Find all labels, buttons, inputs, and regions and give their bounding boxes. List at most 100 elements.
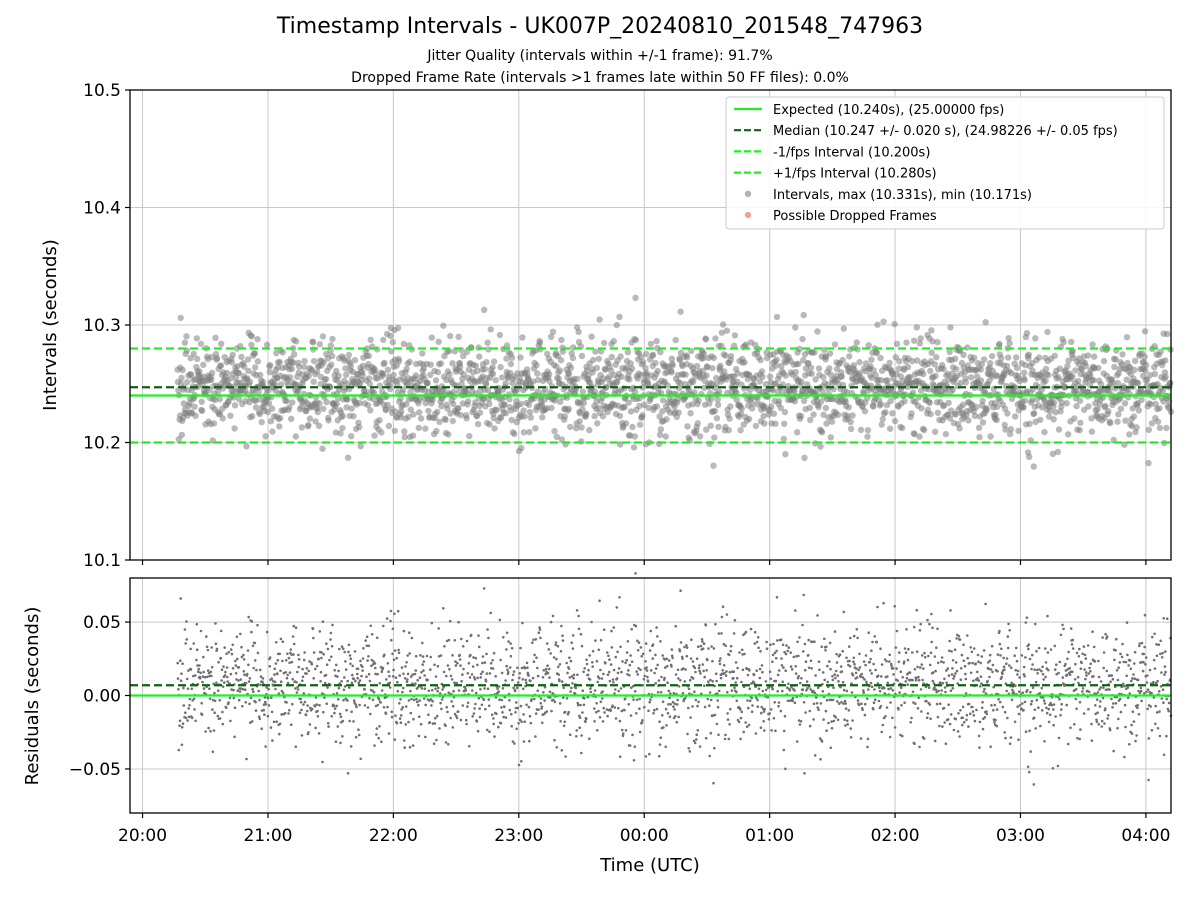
- interval-point: [198, 407, 206, 414]
- residual-point: [998, 642, 1002, 646]
- residual-point: [615, 677, 619, 680]
- residual-point: [399, 721, 403, 724]
- residual-point: [1034, 680, 1038, 684]
- interval-point: [806, 404, 813, 412]
- residual-point: [541, 676, 545, 679]
- residual-point: [617, 689, 620, 693]
- residual-point: [656, 663, 659, 667]
- residual-point: [488, 672, 492, 675]
- residual-point: [538, 628, 542, 631]
- residual-point: [743, 652, 746, 656]
- interval-point: [1159, 387, 1167, 395]
- residual-point: [845, 656, 848, 660]
- residual-point: [551, 614, 555, 618]
- residual-point: [406, 672, 410, 676]
- residual-point: [387, 732, 391, 735]
- residual-point: [322, 653, 326, 656]
- residual-point: [216, 714, 220, 718]
- residual-point: [958, 638, 962, 641]
- interval-point: [1026, 420, 1033, 427]
- residual-point: [1060, 708, 1063, 711]
- residual-point: [535, 656, 538, 659]
- interval-point: [782, 372, 789, 379]
- residual-point: [859, 737, 863, 740]
- interval-point: [630, 444, 638, 451]
- interval-point: [942, 430, 950, 438]
- residual-point: [638, 707, 641, 710]
- residual-point: [915, 650, 919, 653]
- residual-point: [990, 704, 993, 707]
- residual-point: [753, 642, 757, 645]
- residual-point: [236, 689, 239, 692]
- residual-point: [1078, 647, 1081, 651]
- residual-point: [333, 707, 337, 710]
- residual-point: [265, 686, 269, 689]
- interval-point: [944, 370, 951, 378]
- residual-point: [702, 642, 706, 645]
- residual-point: [619, 687, 623, 690]
- residual-point: [247, 615, 250, 619]
- residual-point: [953, 648, 957, 651]
- residual-point: [421, 641, 424, 645]
- residual-point: [1076, 675, 1080, 679]
- residual-point: [797, 675, 800, 678]
- interval-point: [481, 366, 489, 373]
- residual-point: [984, 692, 988, 695]
- interval-point: [927, 410, 934, 418]
- residual-point: [452, 689, 455, 693]
- residual-point: [361, 665, 364, 668]
- interval-point: [267, 418, 275, 425]
- residual-point: [198, 664, 201, 667]
- interval-point: [486, 421, 493, 428]
- interval-point: [180, 400, 187, 407]
- residual-point: [925, 699, 928, 703]
- residual-point: [1059, 633, 1063, 637]
- interval-point: [765, 411, 773, 418]
- interval-point: [889, 410, 896, 417]
- residual-point: [252, 666, 255, 670]
- residual-point: [259, 675, 263, 678]
- residual-point: [610, 646, 614, 649]
- residual-point: [528, 714, 532, 718]
- interval-point: [917, 387, 925, 394]
- residual-point: [179, 659, 182, 662]
- residual-point: [291, 702, 294, 706]
- residual-point: [288, 671, 292, 674]
- residual-point: [464, 689, 468, 692]
- interval-point: [987, 360, 994, 367]
- interval-point: [758, 368, 766, 375]
- residual-point: [566, 713, 570, 716]
- residual-point: [1009, 666, 1013, 669]
- residual-point: [962, 720, 966, 724]
- interval-point: [486, 400, 493, 407]
- residual-point: [539, 636, 542, 640]
- residual-point: [500, 698, 504, 702]
- residual-point: [912, 625, 916, 629]
- residual-point: [391, 627, 395, 631]
- residual-point: [913, 742, 916, 745]
- residual-point: [792, 655, 796, 659]
- interval-point: [691, 389, 698, 396]
- residual-point: [485, 652, 488, 656]
- interval-point: [815, 403, 822, 411]
- residual-point: [310, 707, 314, 711]
- residual-point: [893, 726, 897, 729]
- residual-point: [465, 722, 468, 726]
- interval-point: [407, 406, 414, 413]
- interval-point: [1005, 354, 1012, 361]
- interval-point: [366, 380, 374, 388]
- interval-point: [325, 417, 332, 424]
- residual-point: [598, 716, 602, 719]
- residual-point: [184, 642, 187, 645]
- residual-point: [234, 659, 237, 663]
- residual-point: [255, 668, 258, 672]
- interval-point: [887, 397, 894, 405]
- residual-point: [648, 700, 651, 704]
- residual-point: [1064, 662, 1067, 666]
- interval-point: [1054, 448, 1062, 456]
- residual-point: [810, 667, 813, 670]
- interval-point: [262, 433, 269, 440]
- residual-point: [593, 689, 597, 692]
- interval-point: [218, 340, 225, 347]
- residual-point: [568, 656, 571, 659]
